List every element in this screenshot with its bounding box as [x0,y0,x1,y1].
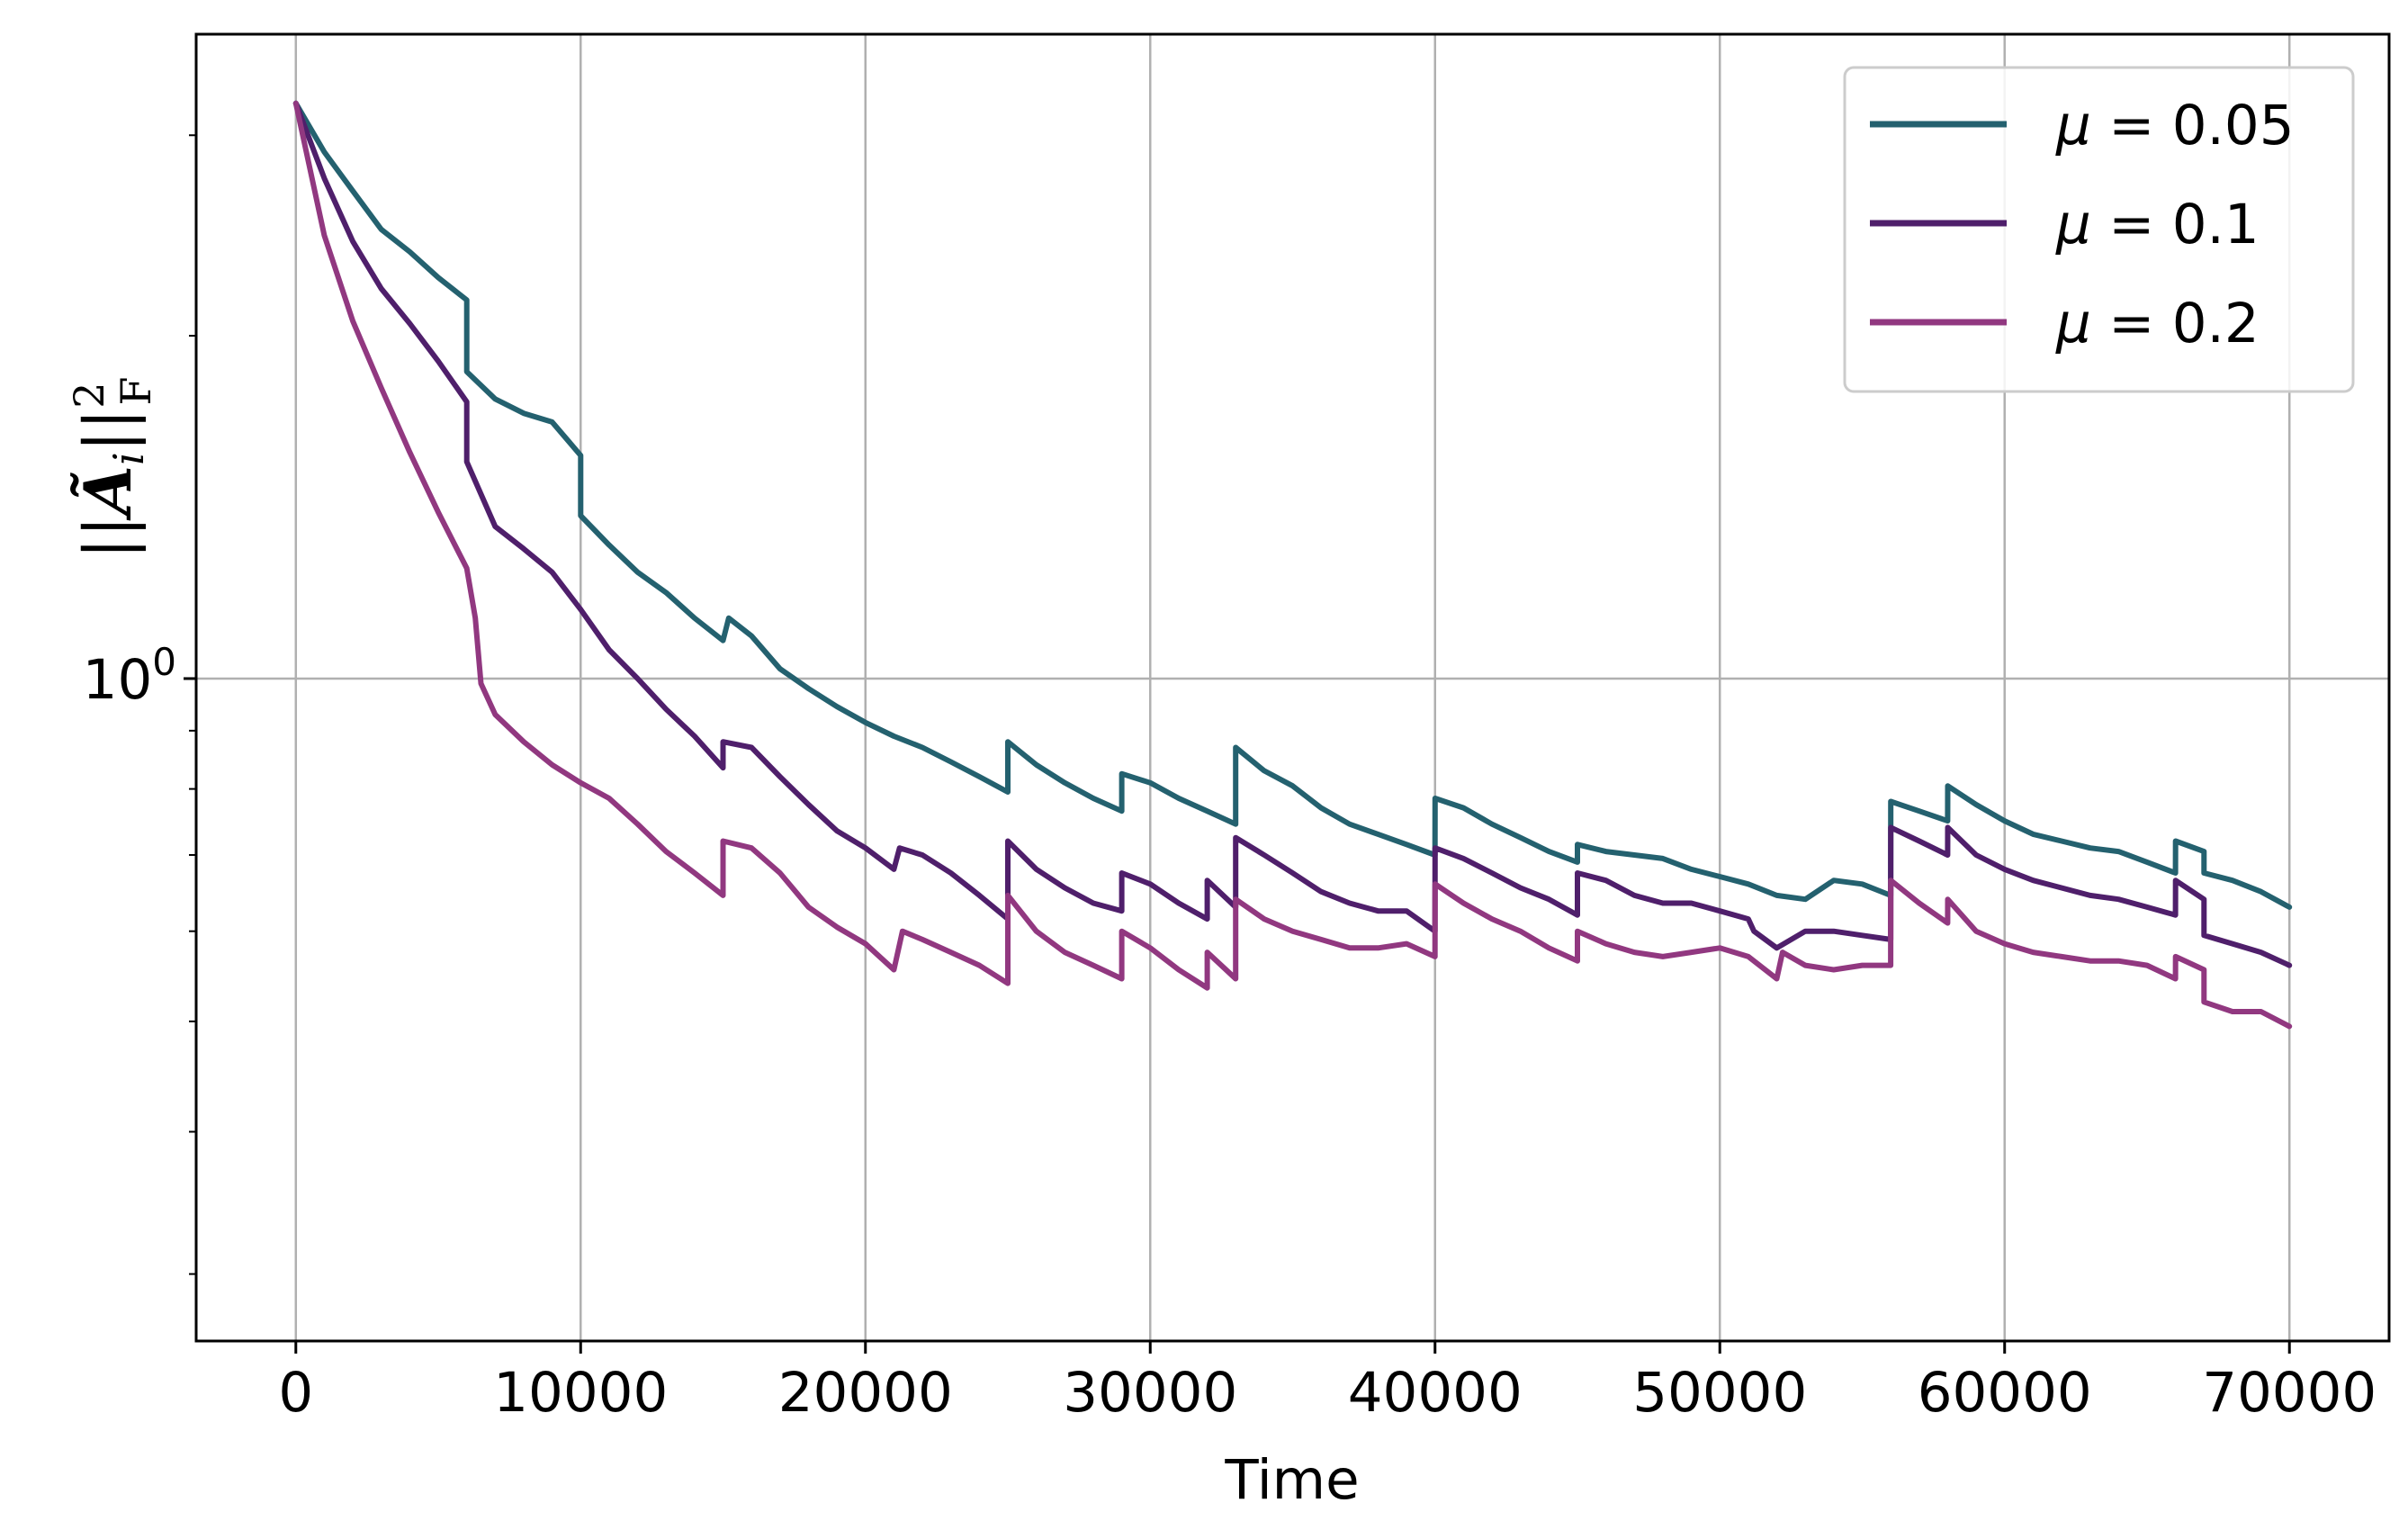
x-tick-label: 30000 [1063,1361,1237,1425]
x-tick-label: 10000 [493,1361,668,1425]
legend-label-3: μ = 0.2 [2055,292,2260,356]
legend-label-2: μ = 0.1 [2055,193,2260,256]
series-line-2 [292,100,2293,968]
y-axis-title: ||Ãi||2F [65,377,160,560]
y-axis-title-symbol: Ã [69,465,146,521]
series-lines [292,100,2293,1030]
series-line-1 [292,100,2293,910]
y-axis-title-bars-close: || [70,409,146,453]
x-tick-label: 60000 [1918,1361,2092,1425]
y-axis: 100 [83,134,196,1275]
plot-frame [194,32,2391,1343]
x-tick-label: 0 [278,1361,313,1425]
y-tick-label: 100 [83,640,176,712]
series-line-3 [292,100,2293,1030]
x-axis-title: Time [1224,1448,1359,1512]
y-axis-title-bars-open: || [70,516,146,560]
x-tick-label: 40000 [1348,1361,1523,1425]
legend-box [1843,66,2355,393]
svg-text:||Ãi||2F: ||Ãi||2F [65,377,160,560]
x-tick-label: 70000 [2202,1361,2377,1425]
y-axis-title-subscript: i [104,452,153,465]
legend: μ = 0.05 μ = 0.1 μ = 0.2 [1843,66,2355,393]
y-axis-title-norm-subscript: F [112,377,160,406]
x-tick-label: 50000 [1632,1361,1807,1425]
y-axis-title-superscript: 2 [65,382,113,409]
x-axis: 0 10000 20000 30000 40000 50000 60000 70000 [278,1341,2377,1425]
legend-label-1: μ = 0.05 [2055,94,2295,158]
x-tick-label: 20000 [778,1361,953,1425]
